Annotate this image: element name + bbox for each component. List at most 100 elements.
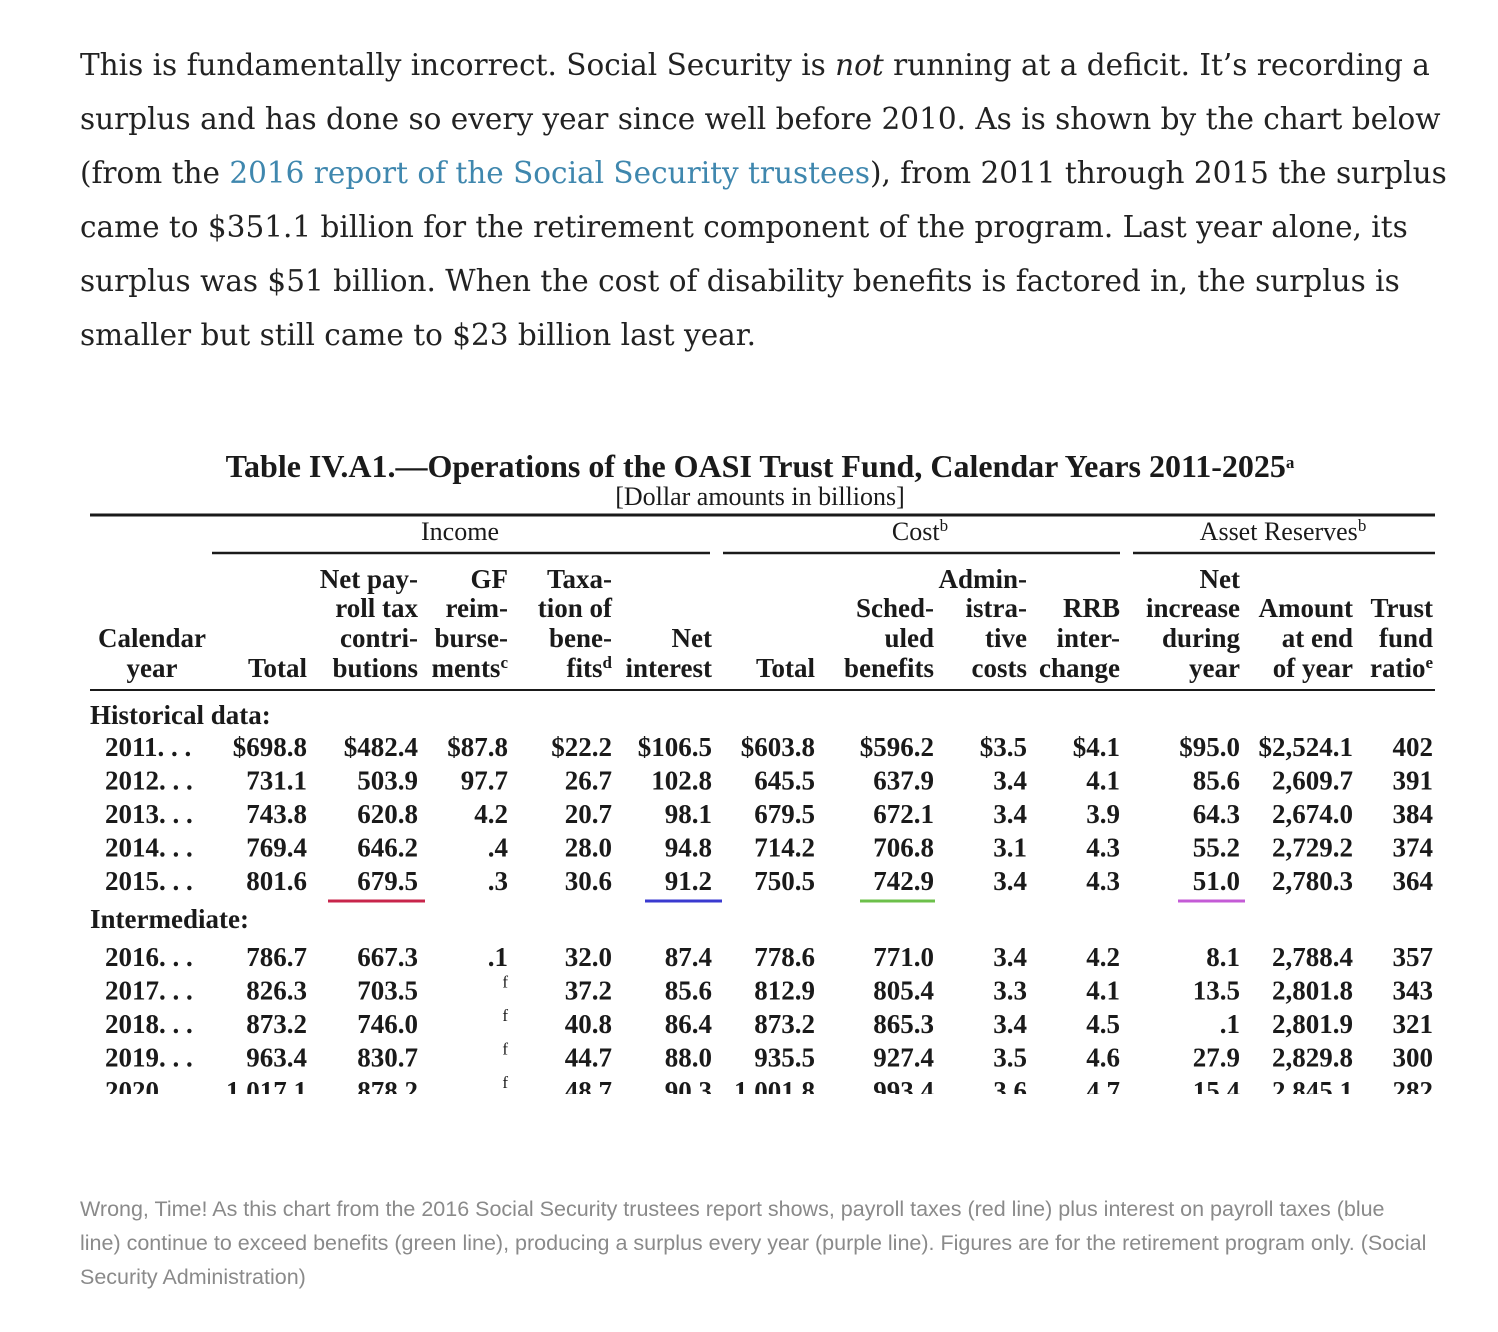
- cell: 4.3: [1086, 866, 1120, 896]
- cell: 4.1: [1086, 976, 1120, 1006]
- emphasis: not: [835, 48, 884, 82]
- column-header-text: during: [1162, 623, 1241, 653]
- cell: 750.5: [754, 866, 815, 896]
- cell: 85.6: [1193, 766, 1240, 796]
- cell: .1: [1220, 1009, 1240, 1039]
- group-header: Costb: [892, 516, 948, 547]
- cell: $95.0: [1179, 732, 1240, 762]
- row-year: 2011. . .: [105, 732, 191, 762]
- cell: 98.1: [665, 799, 712, 829]
- column-header: interest: [626, 653, 712, 683]
- cell: 826.3: [246, 976, 307, 1006]
- column-header-text: contri-: [340, 623, 418, 653]
- column-header: Net: [672, 623, 712, 653]
- text: ), from 2011 through 2015 the surplus ca…: [80, 156, 1447, 352]
- cell: $482.4: [344, 732, 418, 762]
- cell: 3.4: [993, 799, 1027, 829]
- column-header-text: burse-: [435, 623, 509, 653]
- cell: 64.3: [1193, 799, 1240, 829]
- cell: 4.2: [474, 799, 508, 829]
- column-header: year: [127, 653, 178, 683]
- cell: 812.9: [754, 976, 815, 1006]
- row-year: 2017. . .: [105, 976, 193, 1006]
- column-header: at end: [1282, 623, 1353, 653]
- column-header: reim-: [446, 593, 508, 623]
- cell: 3.1: [993, 833, 1027, 863]
- cell: $596.2: [860, 732, 934, 762]
- cell: 3.4: [993, 866, 1027, 896]
- cell: 4.2: [1086, 942, 1120, 972]
- cell: 391: [1393, 766, 1434, 796]
- cell: 672.1: [873, 799, 934, 829]
- cell: 873.2: [754, 1009, 815, 1039]
- footnote-mark: b: [940, 516, 949, 535]
- cell: 85.6: [665, 976, 712, 1006]
- cell: 743.8: [246, 799, 307, 829]
- cell: 20.7: [565, 799, 612, 829]
- cell: 364: [1393, 866, 1434, 896]
- cell: 51.0: [1193, 866, 1240, 896]
- cell: 645.5: [754, 766, 815, 796]
- cell: 27.9: [1193, 1043, 1240, 1073]
- cell: .4: [488, 833, 508, 863]
- group-header-text: Asset Reserves: [1200, 517, 1358, 546]
- column-header: bene-: [549, 623, 612, 653]
- row-year: 2012. . .: [105, 766, 193, 796]
- section-label: Intermediate:: [90, 904, 249, 934]
- column-header: Admin-: [938, 564, 1027, 594]
- cell: 3.9: [1086, 799, 1120, 829]
- cell: 4.7: [1086, 1076, 1120, 1106]
- column-header: increase: [1146, 593, 1240, 623]
- column-header-text: change: [1039, 653, 1120, 683]
- cell: 4.5: [1086, 1009, 1120, 1039]
- column-header: year: [1189, 653, 1240, 683]
- group-header-text: Cost: [892, 517, 940, 546]
- cell: 102.8: [651, 766, 712, 796]
- column-header-text: roll tax: [335, 593, 418, 623]
- cell: 282: [1393, 1076, 1434, 1106]
- report-link[interactable]: 2016 report of the Social Security trust…: [229, 156, 871, 190]
- column-header: Sched-: [856, 593, 934, 623]
- cell: 30.6: [565, 866, 612, 896]
- column-header-text: tion of: [538, 593, 613, 623]
- column-header: Trust: [1370, 593, 1433, 623]
- column-header-text: increase: [1146, 593, 1240, 623]
- row-year: 2013. . .: [105, 799, 193, 829]
- cell: 3.4: [993, 766, 1027, 796]
- cell: 786.7: [246, 942, 307, 972]
- column-header-text: costs: [972, 653, 1028, 683]
- column-header: Total: [248, 653, 308, 683]
- cell: 91.2: [665, 866, 712, 896]
- cell: 4.3: [1086, 833, 1120, 863]
- column-header-text: Net: [1200, 564, 1240, 594]
- caption: Wrong, Time! As this chart from the 2016…: [80, 1197, 1427, 1289]
- row-year: 2015. . .: [105, 866, 193, 896]
- column-header: uled: [884, 623, 934, 653]
- cell: 3.3: [993, 976, 1027, 1006]
- cell: 97.7: [461, 766, 508, 796]
- cell: $603.8: [741, 732, 815, 762]
- column-header: Total: [756, 653, 816, 683]
- column-header-text: Admin-: [938, 564, 1027, 594]
- cell: 402: [1393, 732, 1434, 762]
- cell: 706.8: [873, 833, 934, 863]
- cell: 703.5: [357, 976, 418, 1006]
- cell: 1,017.1: [226, 1076, 307, 1106]
- cell: f: [502, 1006, 508, 1025]
- cell: 963.4: [246, 1043, 307, 1073]
- cell: 731.1: [246, 766, 307, 796]
- column-header-text: ments: [431, 653, 500, 683]
- cell: 321: [1393, 1009, 1434, 1039]
- footnote-mark: e: [1425, 653, 1433, 672]
- row-year: 2019. . .: [105, 1043, 193, 1073]
- table-body: Historical data:2011. . . $698.8 $482.4 $87…: [90, 700, 1434, 1106]
- cell: .3: [488, 866, 508, 896]
- cell: 374: [1393, 833, 1434, 863]
- cell: 384: [1393, 799, 1434, 829]
- cell: 3.6: [993, 1076, 1027, 1106]
- cell: $87.8: [447, 732, 508, 762]
- column-header-text: Sched-: [856, 593, 934, 623]
- column-header: roll tax: [335, 593, 418, 623]
